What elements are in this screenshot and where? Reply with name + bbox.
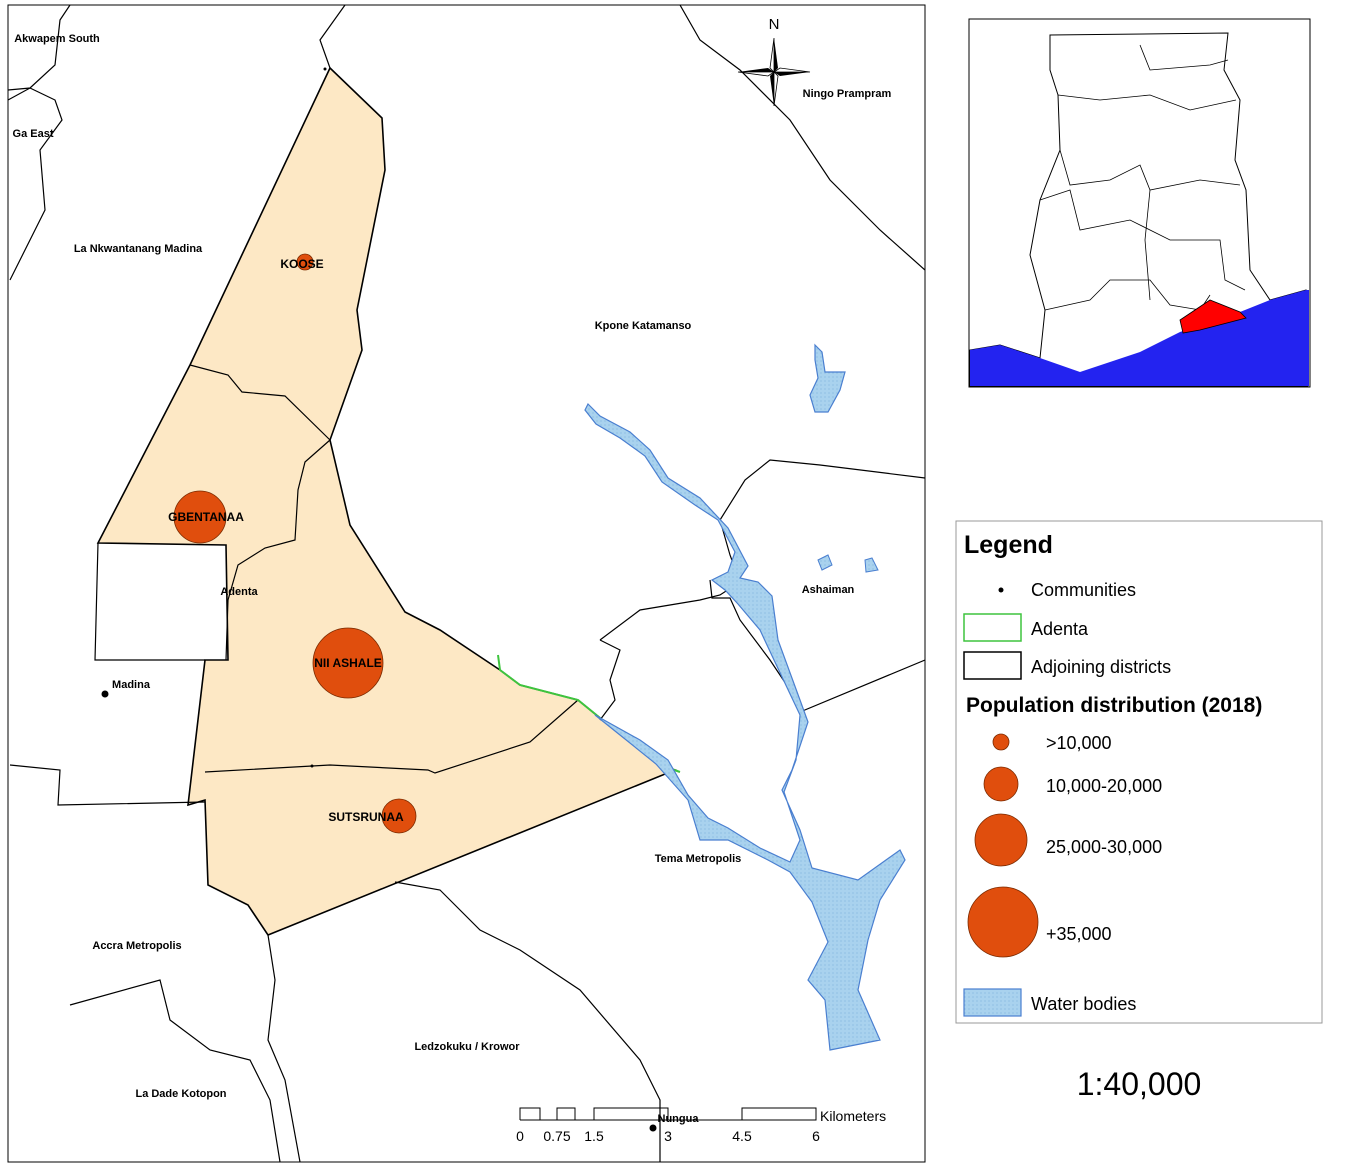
scale-bar: 0 0.75 1.5 3 4.5 6 Kilometers	[516, 1107, 886, 1144]
scale-tick-label: 0	[516, 1128, 524, 1144]
legend-symbol	[967, 886, 1039, 958]
district-label: Accra Metropolis	[92, 940, 181, 952]
north-label: N	[769, 16, 780, 33]
district-boundary	[69, 979, 281, 1162]
legend-item: 10,000-20,000	[1046, 776, 1162, 796]
community-label: SUTSRUNAA	[328, 810, 404, 824]
district-boundary	[679, 5, 925, 271]
sub-boundary	[189, 364, 331, 441]
scale-unit: Kilometers	[820, 1108, 886, 1124]
district-boundary	[94, 542, 205, 661]
district-label: Adenta	[220, 586, 258, 598]
district-label: La Dade Kotopon	[135, 1088, 226, 1100]
legend-symbol	[992, 733, 1010, 751]
district-label: Kpone Katamanso	[595, 320, 692, 332]
district-boundary	[9, 764, 206, 806]
map-body: Akwapem South Ga East La Nkwantanang Mad…	[8, 5, 925, 1162]
district-boundary	[599, 639, 621, 721]
district-label: Tema Metropolis	[655, 853, 742, 865]
district-label: Ningo Prampram	[803, 88, 892, 100]
scale-tick-label: 6	[812, 1128, 820, 1144]
community-dot	[101, 690, 109, 698]
community-label: GBENTANAA	[168, 510, 244, 524]
community-dot	[323, 67, 327, 71]
north-arrow: N	[737, 16, 811, 107]
sub-boundary	[204, 699, 579, 774]
district-boundary	[267, 934, 301, 1162]
legend-item: +35,000	[1046, 924, 1112, 944]
legend-symbol	[998, 587, 1004, 593]
legend-symbol	[963, 988, 1022, 1017]
legend-symbol	[963, 613, 1022, 642]
community-circle	[173, 490, 227, 544]
community-label: NII ASHALE	[314, 656, 382, 670]
inset-map	[968, 18, 1311, 388]
legend-subtitle: Population distribution (2018)	[966, 694, 1262, 717]
legend-item: Adjoining districts	[1031, 657, 1171, 677]
legend-title: Legend	[964, 531, 1053, 559]
community-circle	[312, 627, 384, 699]
district-boundary	[394, 881, 661, 1162]
scale-tick-label: 0.75	[543, 1128, 570, 1144]
scale-tick-label: 1.5	[584, 1128, 604, 1144]
community-dot	[310, 764, 314, 768]
district-label: La Nkwantanang Madina	[74, 243, 203, 255]
district-boundary	[8, 5, 71, 91]
community-label: KOOSE	[280, 257, 323, 271]
scale-ratio: 1:40,000	[1077, 1066, 1202, 1102]
legend-item: Communities	[1031, 580, 1136, 600]
legend-symbol	[983, 766, 1019, 802]
district-boundary	[319, 5, 346, 69]
district-label: Akwapem South	[14, 33, 100, 45]
legend-item: 25,000-30,000	[1046, 837, 1162, 857]
district-boundary	[8, 87, 63, 281]
water-body	[817, 554, 833, 571]
community-circle	[381, 798, 417, 834]
legend-item: Water bodies	[1031, 994, 1136, 1014]
water-body	[864, 557, 879, 573]
legend-symbol	[974, 813, 1028, 867]
water-body	[809, 343, 846, 413]
district-label: Ledzokuku / Krowor	[414, 1041, 520, 1053]
district-label: Ashaiman	[802, 584, 855, 596]
scale-tick-label: 3	[664, 1128, 672, 1144]
community-dot	[649, 1124, 657, 1132]
community-label: Madina	[112, 679, 151, 691]
district-label: Ga East	[13, 128, 54, 140]
community-circle	[296, 253, 314, 271]
sub-boundary	[225, 439, 331, 661]
legend-item: Adenta	[1031, 619, 1089, 639]
scale-tick-label: 4.5	[732, 1128, 752, 1144]
water-body	[584, 402, 906, 1051]
legend-item: >10,000	[1046, 733, 1112, 753]
legend: Legend Communities Adenta Adjoining dist…	[955, 520, 1323, 1024]
community-label: Nungua	[658, 1113, 700, 1125]
map-frame	[7, 4, 926, 1163]
district-boundary	[599, 459, 925, 641]
legend-symbol	[963, 651, 1022, 680]
